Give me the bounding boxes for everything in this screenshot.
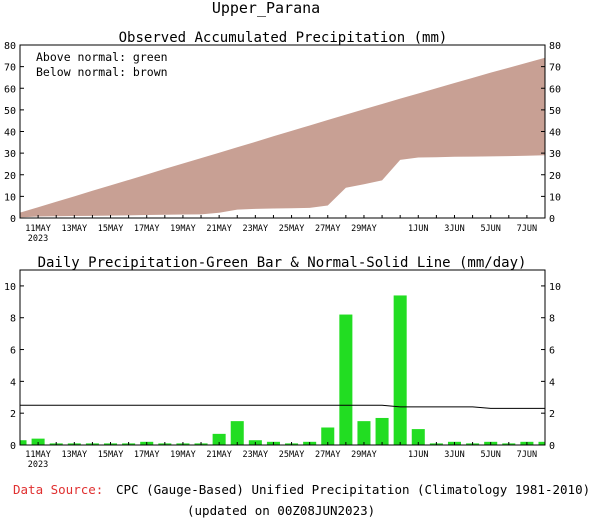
xtick-label: 15MAY — [98, 224, 124, 234]
daily-bar — [230, 421, 244, 445]
daily-normal-line — [20, 404, 545, 409]
accumulated-precip-panel: Observed Accumulated Precipitation (mm) … — [4, 30, 561, 244]
daily-bar — [31, 438, 45, 445]
ytick-label-right: 30 — [549, 149, 561, 160]
xtick-label: 23MAY — [243, 224, 269, 234]
xtick-label: 17MAY — [134, 224, 160, 234]
xtick-label: 15MAY — [98, 450, 124, 460]
xtick-label: 13MAY — [62, 224, 88, 234]
ytick-label-left: 4 — [10, 377, 16, 388]
ytick-label-left: 6 — [10, 346, 16, 357]
ytick-label-right: 4 — [549, 377, 555, 388]
xtick-label: 1JUN — [408, 224, 428, 234]
ytick-label-left: 8 — [10, 314, 16, 325]
daily-bar — [357, 421, 371, 445]
xtick-label: 25MAY — [279, 224, 305, 234]
legend-below-normal: Below normal: brown — [36, 65, 168, 79]
xtick-label: 3JUN — [444, 450, 464, 460]
ytick-label-right: 10 — [549, 192, 561, 203]
accumulated-year-label: 2023 — [28, 234, 48, 244]
daily-y-axis-right: 0 2 4 6 8 10 — [541, 282, 561, 452]
xtick-label: 11MAY — [25, 450, 51, 460]
daily-plot-frame — [19, 269, 546, 446]
xtick-label: 5JUN — [480, 450, 500, 460]
ytick-label-right: 40 — [549, 128, 561, 139]
xtick-label: 7JUN — [517, 450, 537, 460]
daily-y-axis-left: 0 2 4 6 8 10 — [4, 282, 24, 452]
daily-chart-title: Daily Precipitation-Green Bar & Normal-S… — [38, 255, 527, 271]
updated-timestamp: (updated on 00Z08JUN2023) — [187, 503, 375, 518]
daily-bars — [20, 295, 545, 445]
ytick-label-left: 0 — [10, 214, 16, 225]
ytick-label-right: 10 — [549, 282, 561, 293]
ytick-label-right: 6 — [549, 346, 555, 357]
page-title: Upper_Parana — [212, 0, 320, 17]
daily-bar — [393, 295, 407, 445]
ytick-label-right: 2 — [549, 409, 555, 420]
ytick-label-left: 2 — [10, 409, 16, 420]
xtick-label: 25MAY — [279, 450, 305, 460]
daily-precip-panel: Daily Precipitation-Green Bar & Normal-S… — [4, 255, 561, 470]
accumulated-chart-title: Observed Accumulated Precipitation (mm) — [119, 30, 448, 46]
ytick-label-left: 0 — [10, 441, 16, 452]
ytick-label-left: 10 — [4, 192, 16, 203]
daily-bar — [212, 433, 226, 445]
accumulated-y-axis-left: 0 10 20 30 40 50 60 70 80 — [4, 41, 24, 225]
legend-above-normal: Above normal: green — [36, 50, 168, 64]
daily-bar — [321, 427, 335, 445]
xtick-label: 17MAY — [134, 450, 160, 460]
ytick-label-right: 70 — [549, 63, 561, 74]
xtick-label: 21MAY — [206, 450, 232, 460]
daily-bar — [20, 440, 27, 445]
xtick-label: 23MAY — [243, 450, 269, 460]
xtick-label: 19MAY — [170, 224, 196, 234]
xtick-label: 3JUN — [444, 224, 464, 234]
ytick-label-right: 0 — [549, 441, 555, 452]
xtick-label: 21MAY — [206, 224, 232, 234]
xtick-label: 19MAY — [170, 450, 196, 460]
xtick-label: 1JUN — [408, 450, 428, 460]
daily-bar — [375, 417, 389, 445]
ytick-label-left: 20 — [4, 171, 16, 182]
data-source-label: Data Source: — [13, 482, 103, 497]
ytick-label-left: 70 — [4, 63, 16, 74]
xtick-label: 29MAY — [351, 450, 377, 460]
ytick-label-right: 60 — [549, 84, 561, 95]
xtick-label: 5JUN — [480, 224, 500, 234]
xtick-label: 11MAY — [25, 224, 51, 234]
ytick-label-right: 0 — [549, 214, 555, 225]
ytick-label-right: 8 — [549, 314, 555, 325]
daily-bar — [538, 441, 545, 445]
accumulated-x-axis: 11MAY 13MAY 15MAY 17MAY 19MAY 21MAY 23MAY 25MAY… — [19, 215, 546, 234]
xtick-label: 29MAY — [351, 224, 377, 234]
ytick-label-right: 50 — [549, 106, 561, 117]
ytick-label-left: 60 — [4, 84, 16, 95]
xtick-label: 13MAY — [62, 450, 88, 460]
daily-bar — [411, 429, 425, 445]
data-source-text: CPC (Gauge-Based) Unified Precipitation … — [116, 482, 590, 497]
ytick-label-right: 20 — [549, 171, 561, 182]
ytick-label-right: 80 — [549, 41, 561, 52]
xtick-label: 7JUN — [517, 224, 537, 234]
ytick-label-left: 30 — [4, 149, 16, 160]
accumulated-y-axis-right: 0 10 20 30 40 50 60 70 80 — [541, 41, 561, 225]
ytick-label-left: 80 — [4, 41, 16, 52]
daily-year-label: 2023 — [28, 460, 48, 470]
ytick-label-left: 10 — [4, 282, 16, 293]
xtick-label: 27MAY — [315, 224, 341, 234]
daily-bar — [339, 314, 353, 445]
daily-x-axis: 11MAY 13MAY 15MAY 17MAY 19MAY 21MAY 23MAY 25MAY… — [19, 442, 546, 460]
ytick-label-left: 50 — [4, 106, 16, 117]
xtick-label: 27MAY — [315, 450, 341, 460]
ytick-label-left: 40 — [4, 128, 16, 139]
observed-accumulation-area — [20, 155, 545, 218]
